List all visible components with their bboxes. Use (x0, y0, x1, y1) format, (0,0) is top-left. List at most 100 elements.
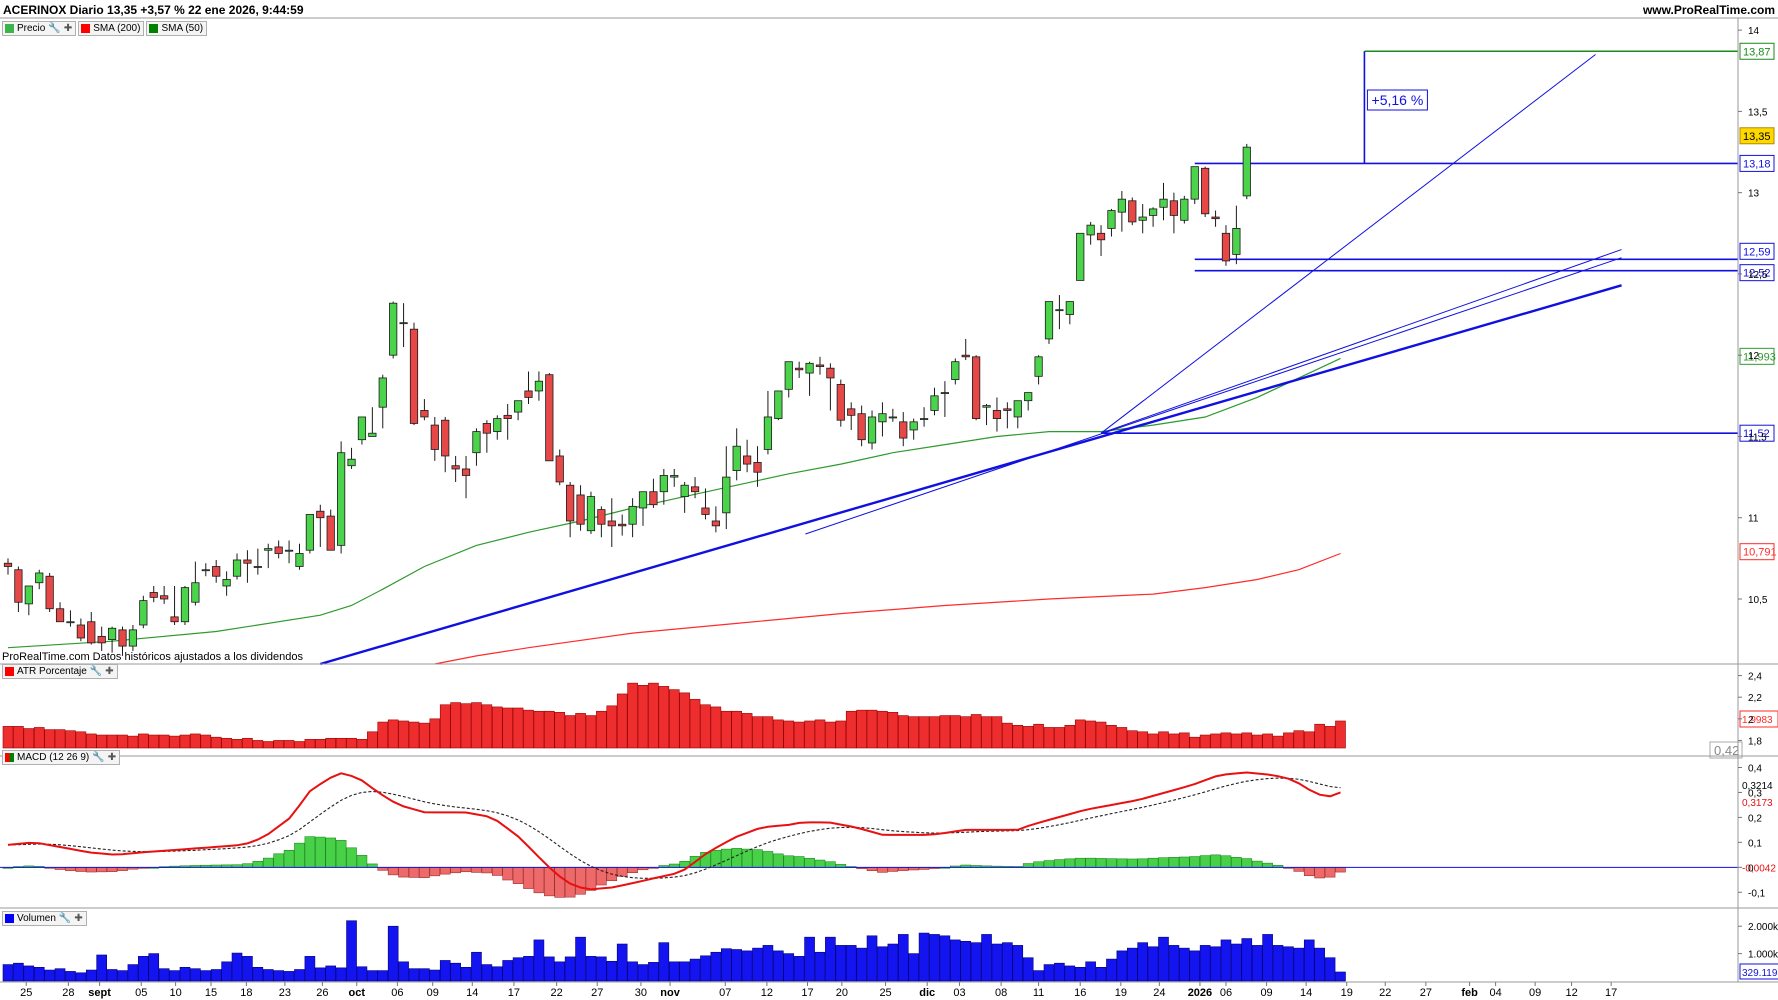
atr-bar (752, 716, 763, 749)
legend-sma50[interactable]: SMA (50) (146, 20, 208, 36)
price-swatch (5, 23, 14, 33)
atr-bar (356, 739, 368, 749)
level-label-h4: 12,52 (1743, 268, 1771, 280)
percent-annotation: +5,16 % (1372, 92, 1424, 108)
atr-bar (991, 716, 1003, 749)
atr-bar (23, 728, 35, 749)
atr-bar (783, 720, 795, 749)
atr-bar (1158, 731, 1169, 749)
volume-bar (564, 956, 576, 982)
volume-bar (481, 964, 493, 982)
macd-histogram-bar (75, 867, 87, 872)
atr-bar (720, 710, 732, 749)
atr-bar (679, 692, 690, 749)
legend-atr[interactable]: ATR Porcentaje 🔧 ✚ (2, 663, 118, 679)
volume-bar (200, 970, 212, 982)
x-tick-label: 17 (1605, 987, 1617, 999)
volume-bar (1095, 967, 1107, 982)
volume-bar (1002, 942, 1013, 982)
x-tick-label: 17 (508, 987, 520, 999)
atr-bar (1012, 724, 1024, 749)
atr-bar (65, 730, 76, 749)
price-tick-label: 13 (1748, 189, 1760, 200)
macd-legend: MACD (12 26 9) 🔧 ✚ (2, 749, 121, 765)
macd-histogram-bar (1116, 858, 1128, 868)
macd-histogram-bar (471, 867, 482, 873)
x-tick-label: 09 (427, 987, 439, 999)
volume-bar (419, 968, 430, 982)
macd-histogram-bar (262, 857, 274, 868)
wrench-icon[interactable]: 🔧 (58, 912, 72, 924)
volume-bar (1043, 964, 1055, 982)
candle-body (274, 546, 283, 554)
candle-body (305, 514, 314, 551)
macd-histogram-bar (294, 842, 305, 868)
candle-body (722, 476, 731, 514)
volume-tick-label: 2.000k (1748, 922, 1778, 933)
candle-body (451, 465, 460, 470)
atr-bar (190, 733, 201, 749)
candle-body (1190, 166, 1199, 200)
atr-scale-label: 0,42 (1714, 743, 1739, 758)
plus-icon[interactable]: ✚ (63, 22, 73, 34)
macd-histogram-bar (752, 849, 763, 868)
legend-macd[interactable]: MACD (12 26 9) 🔧 ✚ (2, 749, 121, 765)
atr-tick-label: 1,8 (1748, 736, 1762, 747)
atr-bar (200, 734, 212, 749)
candle-body (670, 475, 679, 478)
volume-bar (658, 942, 670, 982)
plus-icon[interactable]: ✚ (107, 751, 117, 763)
x-tick-label: 12 (761, 987, 773, 999)
x-tick-label: oct (348, 987, 365, 999)
candle-body (1211, 216, 1220, 220)
plus-icon[interactable]: ✚ (105, 665, 114, 677)
atr-bar (1324, 726, 1336, 749)
volume-bar (1158, 936, 1169, 982)
candle-body (191, 582, 200, 603)
candle-body (930, 395, 939, 411)
volume-bar (856, 947, 867, 982)
volume-bar (1137, 942, 1148, 982)
macd-histogram-bar (1126, 858, 1138, 868)
macd-histogram-bar (1074, 857, 1086, 868)
macd-histogram-bar (1241, 858, 1253, 868)
sma200-value-label-box (1739, 543, 1775, 561)
candle-body (1221, 232, 1231, 262)
atr-bar (866, 709, 878, 749)
candle-body (951, 361, 960, 380)
candle-body (461, 468, 471, 476)
legend-sma200[interactable]: SMA (200) (78, 20, 145, 36)
candle-body (732, 445, 741, 471)
legend-volume[interactable]: Volumen 🔧 ✚ (2, 910, 87, 926)
x-tick-label: 09 (1529, 987, 1541, 999)
candle-body (1107, 210, 1116, 229)
candle-body (3, 562, 13, 567)
volume-bar (845, 945, 857, 982)
candle-body (1024, 392, 1033, 402)
x-tick-label: 26 (316, 987, 328, 999)
candle-body (87, 621, 96, 644)
volume-bar (731, 949, 743, 982)
macd-histogram-bar (762, 851, 774, 868)
volume-bar (533, 939, 545, 982)
volume-bar (1324, 957, 1336, 982)
wrench-icon[interactable]: 🔧 (89, 665, 103, 677)
volume-bar (783, 953, 795, 982)
atr-bar (85, 733, 97, 749)
site-link[interactable]: www.ProRealTime.com (1642, 3, 1775, 17)
volume-bar (1147, 946, 1159, 982)
wrench-icon[interactable]: 🔧 (48, 22, 61, 34)
atr-bar (845, 710, 857, 749)
legend-price[interactable]: Precio 🔧 ✚ (2, 20, 77, 36)
macd-histogram-bar (335, 840, 347, 868)
wrench-icon[interactable]: 🔧 (92, 751, 105, 763)
candle-body (1055, 309, 1064, 312)
x-tick-label: 20 (836, 987, 848, 999)
macd-histogram-bar (1085, 857, 1096, 868)
x-tick-label: sept (88, 987, 111, 999)
atr-bar (325, 737, 337, 749)
macd-histogram-bar (1064, 858, 1076, 868)
plus-icon[interactable]: ✚ (74, 912, 83, 924)
atr-bar (335, 737, 347, 749)
volume-bar (1033, 970, 1044, 982)
